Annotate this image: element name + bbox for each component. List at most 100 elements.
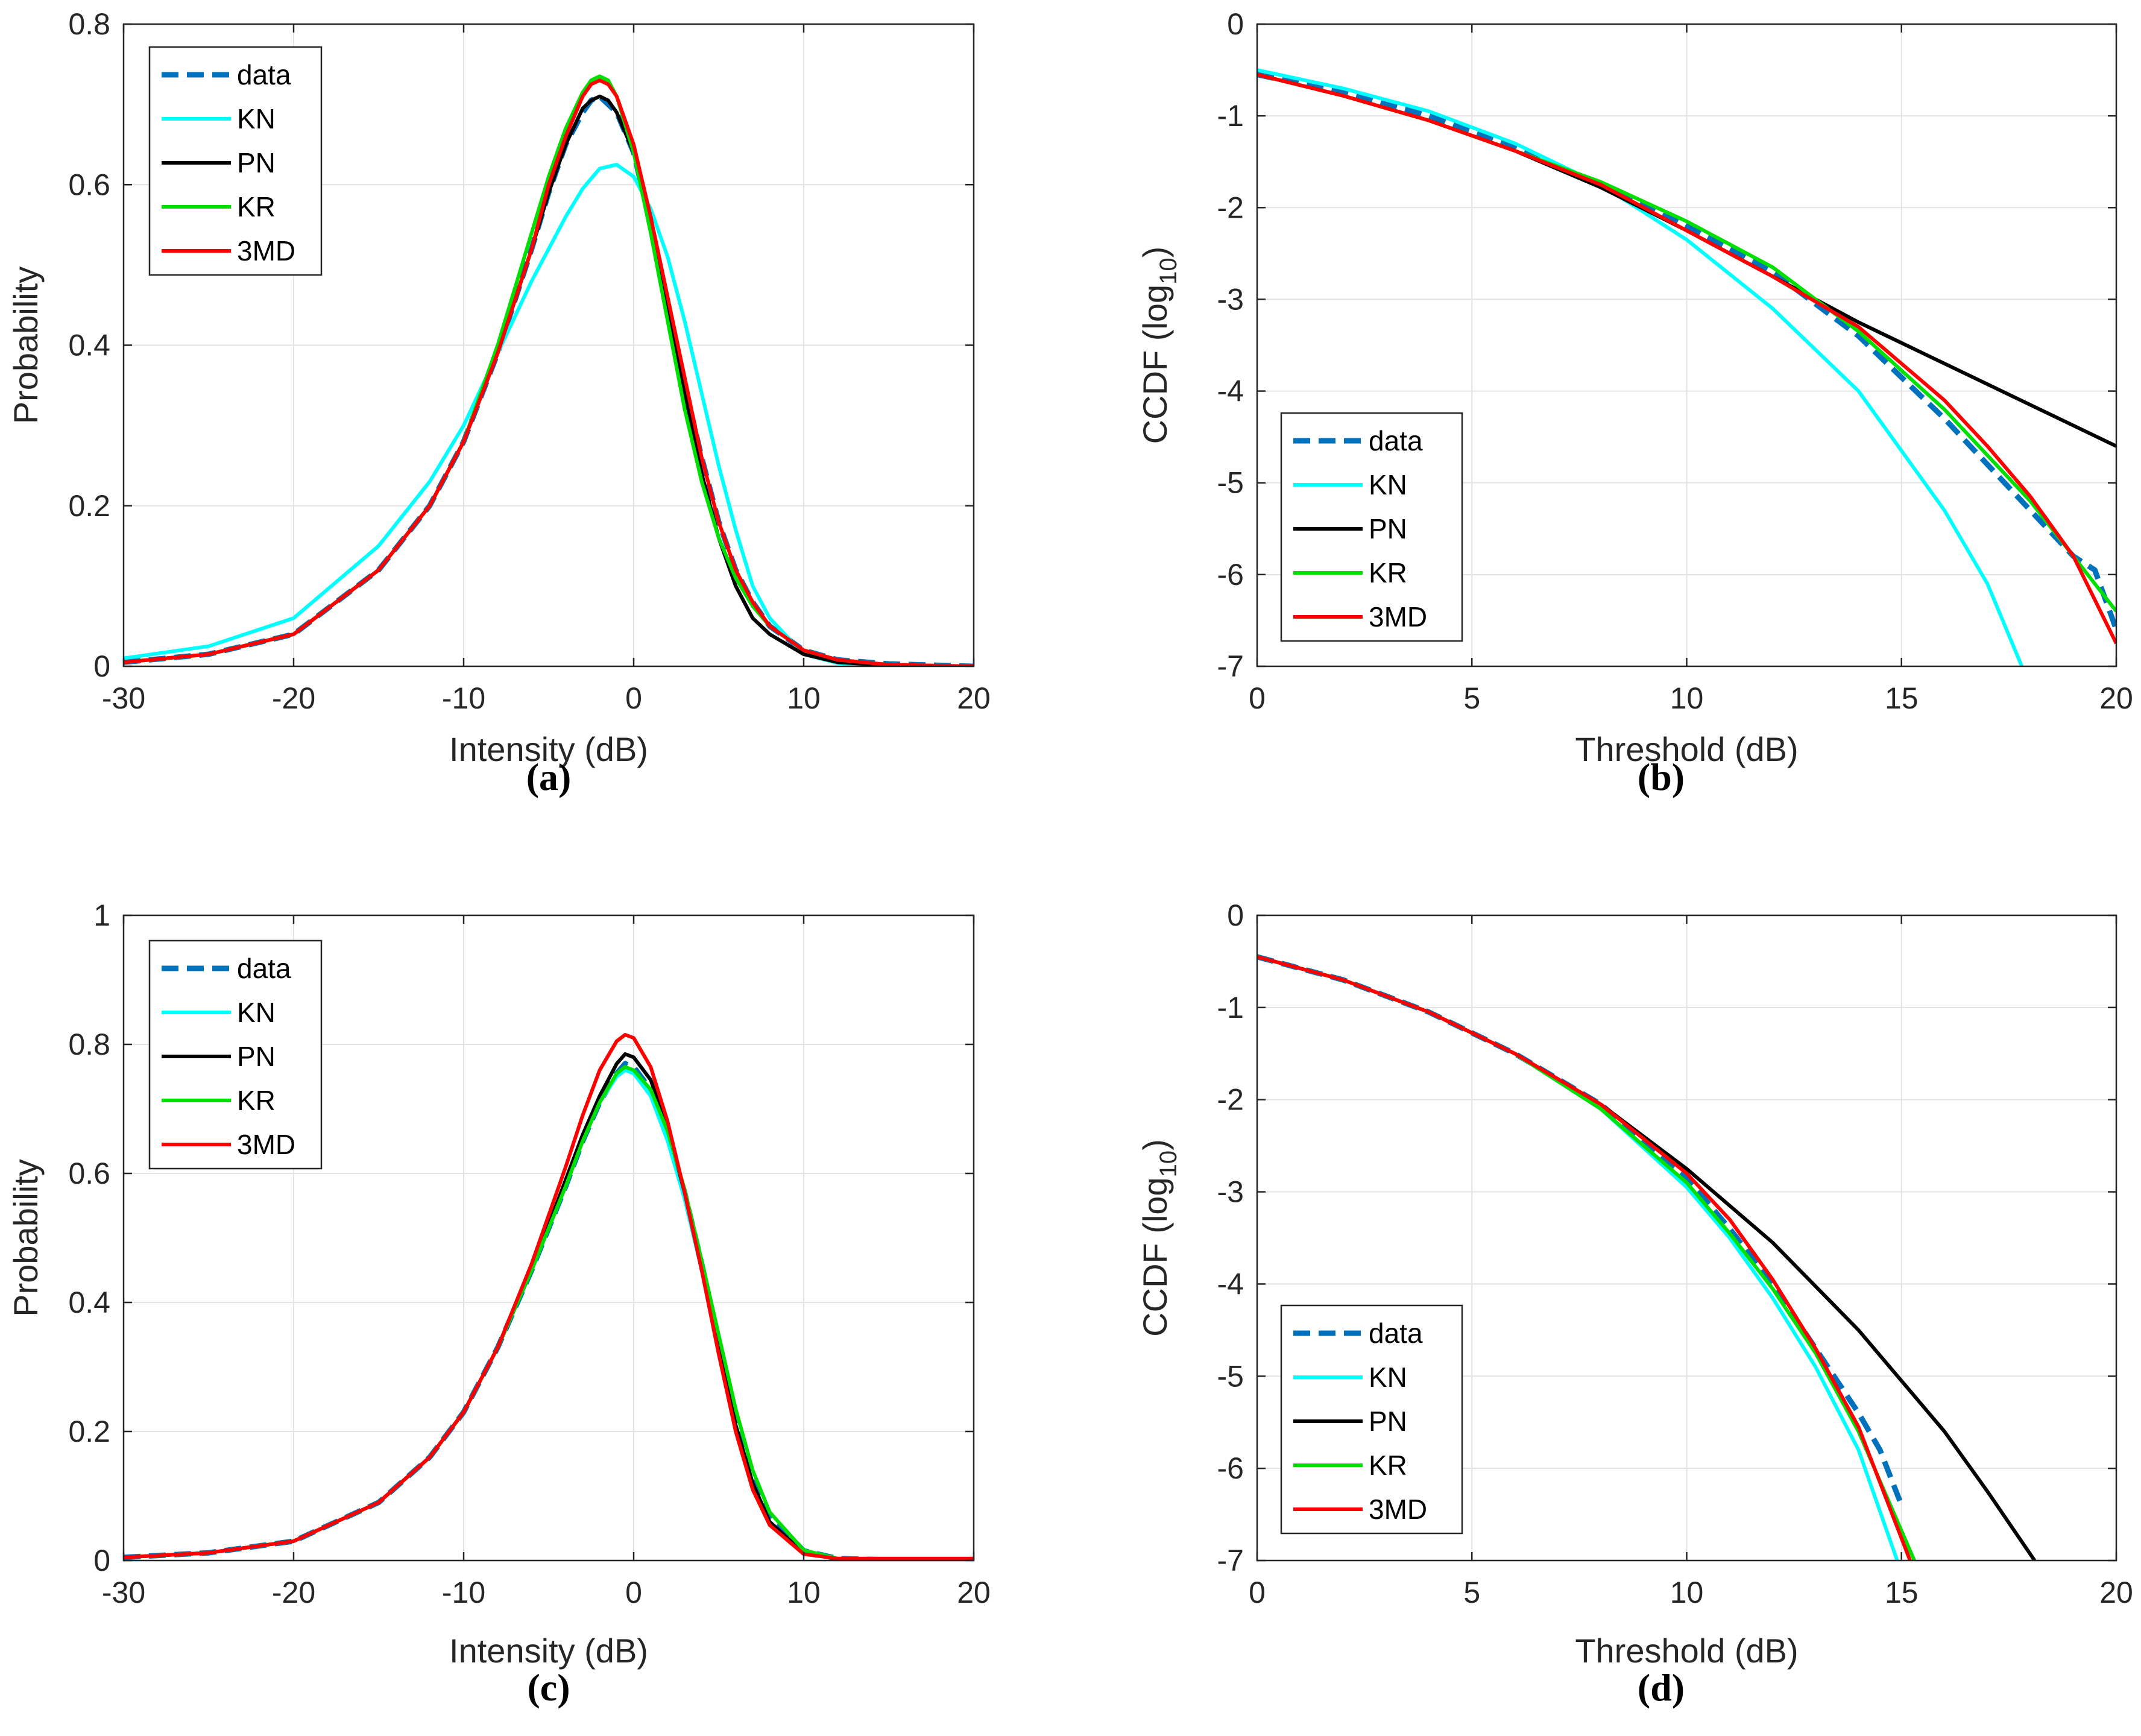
chart-panel-c: -30 -20 -10 0 10 20 0 0.2 0.4 0.6 0.8 1 Intensity (d…	[7, 898, 991, 1709]
y-tick-label: 0.4	[68, 1286, 110, 1319]
x-tick-label: 20	[2099, 1576, 2133, 1609]
x-tick-label: -30	[102, 681, 145, 715]
x-tick-label: -20	[272, 681, 315, 715]
legend: data KN PN KR 3MD	[1280, 1304, 1463, 1535]
x-axis-label: Threshold (dB)	[1575, 730, 1798, 768]
y-tick-label: -6	[1217, 558, 1244, 592]
legend-label-3md: 3MD	[1369, 601, 1427, 633]
x-tick-label: 0	[1249, 1576, 1266, 1609]
chart-panel-a: -30 -20 -10 0 10 20 0 0.2 0.4 0.6 0.8 Intensity (dB…	[7, 7, 991, 798]
legend-label-3md: 3MD	[1369, 1494, 1427, 1525]
x-tick-label: -10	[442, 681, 485, 715]
legend-label-pn: PN	[1369, 1406, 1407, 1437]
legend-label-3md: 3MD	[237, 235, 295, 267]
y-tick-label: 0.6	[68, 168, 110, 201]
series-group	[1257, 954, 2037, 1561]
legend-label-data: data	[1369, 425, 1423, 456]
x-tick-label: -30	[102, 1576, 145, 1609]
legend-label-kn: KN	[1369, 469, 1407, 500]
y-tick-label: -6	[1217, 1451, 1244, 1485]
y-tick-label: -7	[1217, 1544, 1244, 1577]
legend-label-kn: KN	[1369, 1362, 1407, 1393]
x-axis-label: Intensity (dB)	[449, 1632, 648, 1670]
y-tick-label: 0.6	[68, 1157, 110, 1190]
y-tick-label: 0	[93, 649, 110, 683]
y-tick-label: 0.8	[68, 7, 110, 41]
y-tick-label: 0	[93, 1544, 110, 1577]
y-tick-label: 0.4	[68, 329, 110, 362]
x-tick-label: 10	[1670, 681, 1704, 715]
y-tick-label: -3	[1217, 1175, 1244, 1209]
x-axis-label: Intensity (dB)	[449, 730, 648, 768]
series-group	[1257, 68, 2116, 666]
y-axis-label: Probability	[7, 267, 45, 424]
series-line-kn	[124, 163, 974, 666]
legend-label-kr: KR	[1369, 557, 1407, 589]
y-tick-label: -5	[1217, 466, 1244, 500]
series-group	[124, 74, 974, 666]
y-tick-label: 0.2	[68, 1415, 110, 1448]
y-tick-label: -1	[1217, 99, 1244, 133]
legend-label-kr: KR	[237, 1085, 276, 1116]
legend: data KN PN KR 3MD	[1280, 412, 1463, 642]
y-tick-label: -7	[1217, 649, 1244, 683]
x-tick-label: 5	[1463, 1576, 1480, 1609]
x-tick-label: 20	[957, 681, 991, 715]
legend-label-kr: KR	[1369, 1450, 1407, 1481]
panel-label: (d)	[1638, 1666, 1685, 1709]
axis-box	[122, 914, 975, 1562]
x-tick-label: 10	[787, 1576, 821, 1609]
y-tick-label: -4	[1217, 374, 1244, 408]
legend-label-kr: KR	[237, 191, 276, 223]
legend-label-data: data	[237, 953, 291, 984]
x-tick-label: -20	[272, 1576, 315, 1609]
y-axis-label-end: )	[1136, 247, 1174, 258]
legend: data KN PN KR 3MD	[148, 939, 323, 1170]
y-tick-label: 0.8	[68, 1027, 110, 1061]
legend-label-kn: KN	[237, 997, 276, 1028]
legend-label-kn: KN	[237, 103, 276, 134]
y-axis-label: CCDF (log10)	[1136, 247, 1182, 444]
y-axis-label-main: CCDF (log	[1136, 285, 1174, 444]
x-tick-label: 0	[625, 1576, 642, 1609]
x-tick-label: 5	[1463, 681, 1480, 715]
y-tick-label: 0	[1227, 898, 1244, 932]
x-axis-label: Threshold (dB)	[1575, 1632, 1798, 1670]
y-tick-label: -4	[1217, 1267, 1244, 1301]
y-tick-label: 0.2	[68, 489, 110, 523]
y-tick-label: -3	[1217, 282, 1244, 316]
y-tick-label: -2	[1217, 191, 1244, 224]
x-tick-label: 0	[625, 681, 642, 715]
legend-label-pn: PN	[237, 147, 276, 178]
x-tick-label: 20	[2099, 681, 2133, 715]
legend-label-data: data	[237, 59, 291, 90]
legend: data KN PN KR 3MD	[148, 46, 323, 276]
legend-label-3md: 3MD	[237, 1129, 295, 1160]
y-axis-label-end: )	[1136, 1139, 1174, 1150]
panel-label: (a)	[526, 756, 572, 798]
x-tick-label: -10	[442, 1576, 485, 1609]
y-tick-label: -1	[1217, 991, 1244, 1024]
series-line-3md	[1257, 955, 1912, 1561]
y-tick-label: -5	[1217, 1359, 1244, 1393]
y-tick-label: 1	[93, 898, 110, 932]
panel-label: (c)	[527, 1666, 570, 1709]
series-line-kn	[1257, 68, 2024, 666]
x-tick-label: 15	[1885, 681, 1919, 715]
series-line-3md	[124, 78, 974, 666]
x-tick-label: 10	[787, 681, 821, 715]
y-axis-label-subscript: 10	[1155, 257, 1182, 285]
x-tick-label: 10	[1670, 1576, 1704, 1609]
y-axis-label-subscript: 10	[1155, 1150, 1182, 1178]
series-group	[124, 1033, 974, 1561]
panel-label: (b)	[1638, 756, 1685, 798]
chart-panel-d: 0 5 10 15 20 -7 -6 -5 -4 -3 -2 -1 0 Threshold (dB) CCD…	[1136, 898, 2133, 1709]
series-line-3md	[124, 1033, 974, 1561]
y-tick-label: -2	[1217, 1083, 1244, 1117]
series-line-3md	[1257, 72, 2116, 645]
x-tick-label: 0	[1249, 681, 1266, 715]
series-line-data	[1257, 72, 2116, 631]
y-tick-label: 0	[1227, 7, 1244, 41]
